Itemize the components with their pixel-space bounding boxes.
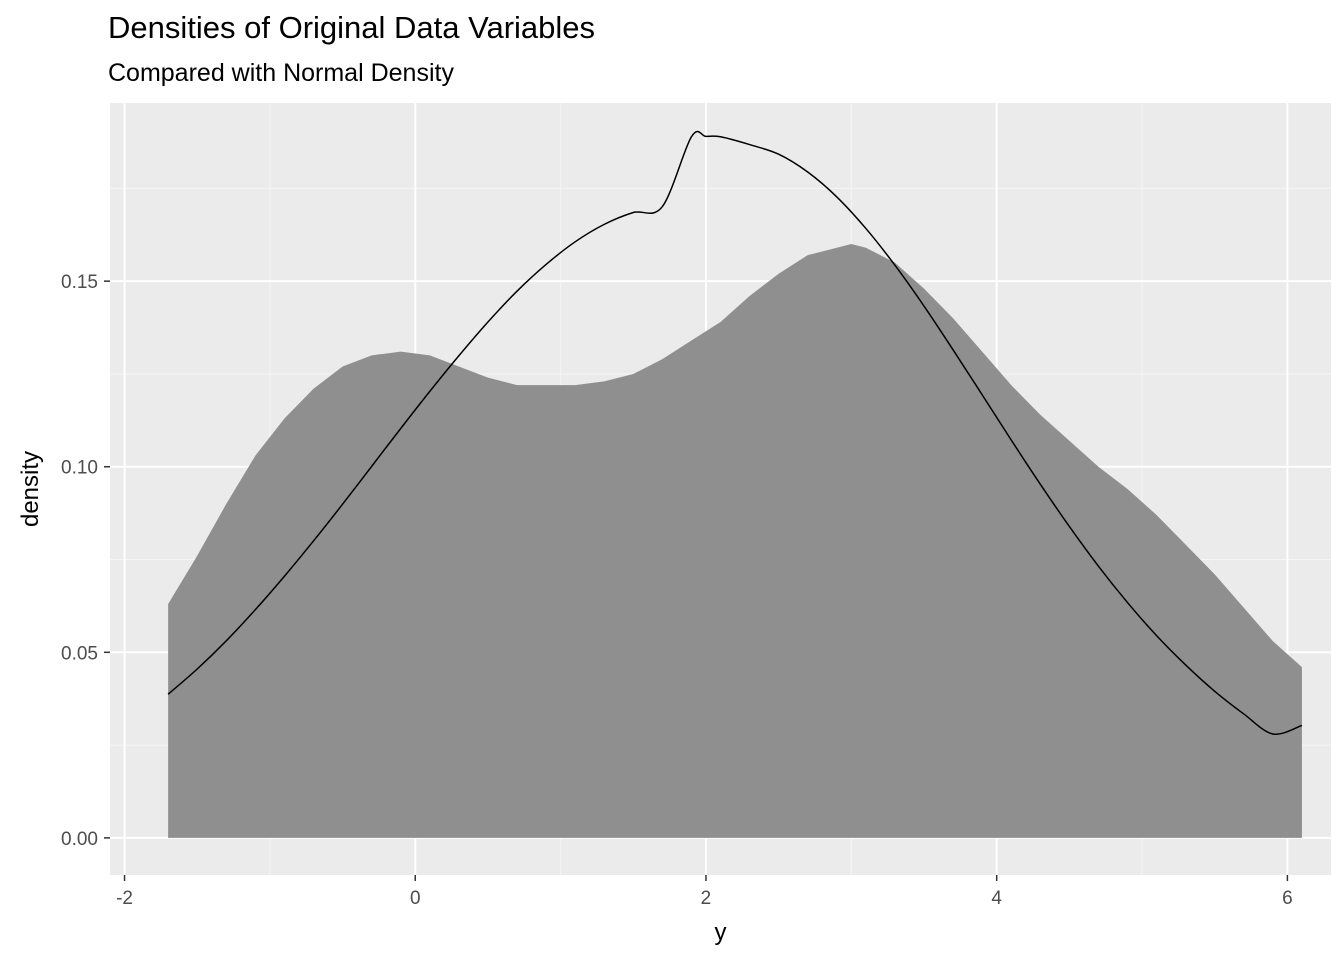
y-axis-title: density [17,451,44,527]
y-tick-label: 0.05 [61,643,98,664]
density-area [168,244,1302,838]
x-tick-label: 2 [701,888,712,909]
x-tick-label: 6 [1282,888,1293,909]
x-axis-title: y [715,919,727,946]
y-tick-label: 0.15 [61,272,98,293]
normal-density-curve [167,130,1303,735]
x-tick-label: 0 [410,888,421,909]
x-tick-label: -2 [116,888,133,909]
axes: -2 0 2 4 6 0.00 0.05 0.10 0.15 [61,272,1293,909]
y-tick-label: 0.10 [61,458,98,479]
x-tick-label: 4 [991,888,1002,909]
chart-marks [167,130,1303,838]
y-tick-label: 0.00 [61,829,98,850]
chart-subtitle: Compared with Normal Density [108,59,454,87]
chart-title: Densities of Original Data Variables [108,10,596,45]
